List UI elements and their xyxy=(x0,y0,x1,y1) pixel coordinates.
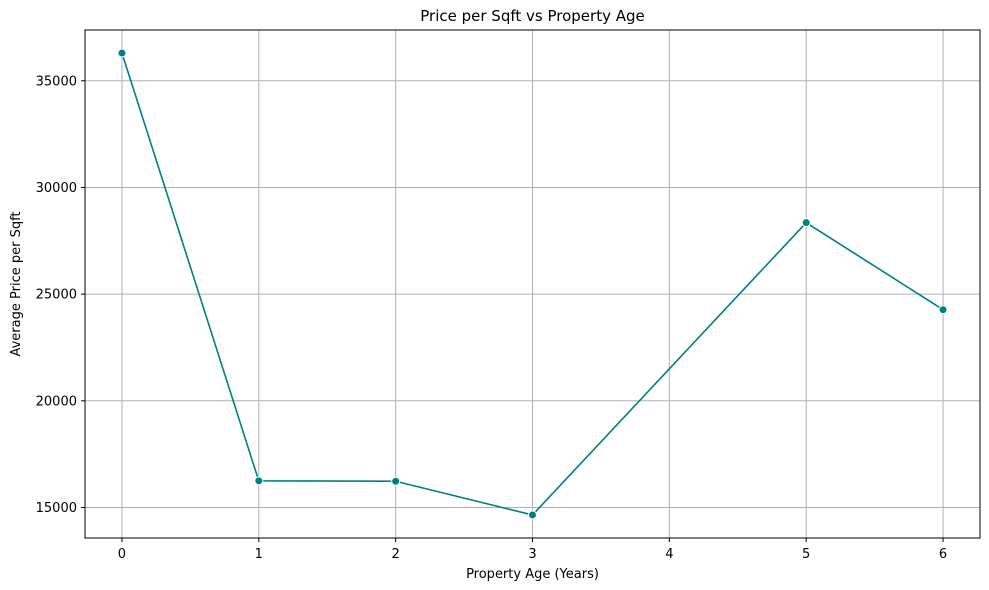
data-point xyxy=(391,476,401,486)
data-point xyxy=(938,305,948,315)
y-axis-label: Average Price per Sqft xyxy=(9,211,24,356)
x-axis-label: Property Age (Years) xyxy=(466,567,599,582)
series xyxy=(117,48,948,520)
x-tick-label: 6 xyxy=(939,547,947,562)
data-point xyxy=(528,510,537,520)
x-tick-label: 3 xyxy=(528,547,536,562)
y-ticks: 15000 20000 25000 30000 35000 xyxy=(36,74,85,516)
y-tick-label: 15000 xyxy=(36,501,77,516)
y-tick-label: 20000 xyxy=(36,394,77,409)
data-point xyxy=(801,218,811,228)
y-tick-label: 35000 xyxy=(36,74,77,89)
data-point xyxy=(117,48,127,58)
y-tick-label: 25000 xyxy=(36,288,77,303)
chart-title: Price per Sqft vs Property Age xyxy=(420,7,644,25)
x-tick-label: 0 xyxy=(118,547,126,562)
grid xyxy=(85,30,980,538)
x-tick-label: 5 xyxy=(802,547,810,562)
x-tick-label: 1 xyxy=(255,547,263,562)
x-ticks: 0 1 2 3 4 5 6 xyxy=(118,538,947,562)
y-tick-label: 30000 xyxy=(36,181,77,196)
data-point xyxy=(254,476,264,486)
series-line xyxy=(121,52,944,516)
x-tick-label: 2 xyxy=(392,547,400,562)
x-tick-label: 4 xyxy=(665,547,673,562)
